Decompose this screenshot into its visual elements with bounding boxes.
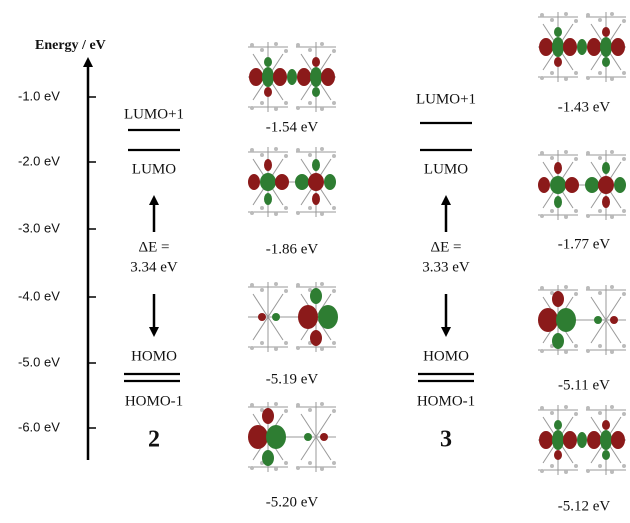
- axis-title: Energy / eV: [35, 38, 106, 53]
- orbital-image: [538, 285, 626, 355]
- level-label: HOMO: [131, 348, 177, 364]
- gap-label: ΔE =: [430, 239, 461, 255]
- orbital-energy: -1.77 eV: [558, 236, 611, 252]
- orbital-image: [248, 402, 336, 472]
- level-label: HOMO: [423, 348, 469, 364]
- orbital-energy: -5.12 eV: [558, 498, 611, 514]
- energy-diagram: Energy / eV -1.0 eV -2.0 eV -3.0 eV -4.0…: [0, 0, 630, 523]
- compound-label: 2: [148, 427, 160, 453]
- level-label: LUMO: [424, 161, 468, 177]
- gap-value: 3.33 eV: [422, 259, 470, 275]
- orbital-image: [538, 150, 626, 220]
- orbital-image: [248, 282, 338, 352]
- level-label: LUMO: [132, 161, 176, 177]
- level-label: HOMO-1: [417, 393, 475, 409]
- tick-label: -1.0 eV: [18, 88, 60, 103]
- orbital-energy: -1.86 eV: [266, 241, 319, 257]
- orbital-image: [248, 147, 336, 217]
- orbital-image: [538, 405, 626, 475]
- orbital-image: [248, 42, 336, 112]
- compound-label: 3: [440, 427, 452, 453]
- tick-label: -5.0 eV: [18, 354, 60, 369]
- orbital-energy: -1.54 eV: [266, 119, 319, 135]
- level-label: LUMO+1: [124, 106, 184, 122]
- gap-value: 3.34 eV: [130, 259, 178, 275]
- tick-label: -3.0 eV: [18, 220, 60, 235]
- orbital-energy: -1.43 eV: [558, 99, 611, 115]
- orbital-energy: -5.19 eV: [266, 371, 319, 387]
- orbital-energy: -5.11 eV: [558, 377, 610, 393]
- tick-label: -4.0 eV: [18, 288, 60, 303]
- tick-label: -6.0 eV: [18, 419, 60, 434]
- level-label: HOMO-1: [125, 393, 183, 409]
- tick-label: -2.0 eV: [18, 153, 60, 168]
- orbital-energy: -5.20 eV: [266, 494, 319, 510]
- orbital-image: [538, 12, 626, 82]
- gap-label: ΔE =: [138, 239, 169, 255]
- level-label: LUMO+1: [416, 91, 476, 107]
